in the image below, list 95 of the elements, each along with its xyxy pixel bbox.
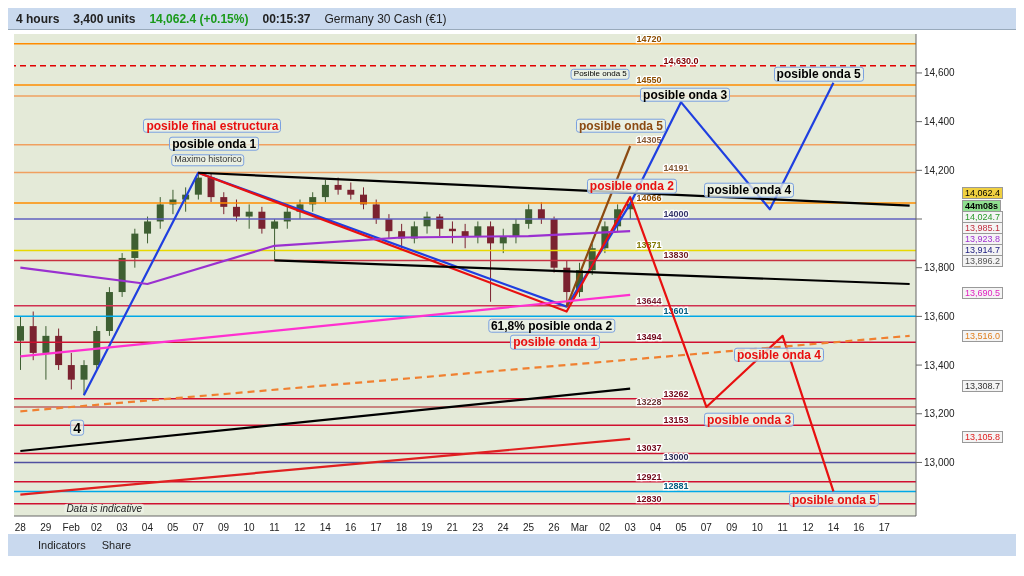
text: 00:15:37 — [262, 11, 311, 26]
text: 13,105.8 — [962, 430, 1004, 443]
ref-line-label: 13494 — [636, 332, 662, 343]
x-tick-label: 05 — [167, 522, 179, 534]
text: 3,400 units — [73, 11, 136, 26]
ref-line-label: 13262 — [663, 388, 689, 399]
ref-line-label: 13830 — [663, 250, 689, 261]
x-tick-label: 09 — [726, 522, 738, 534]
text: 13,516.0 — [962, 330, 1004, 343]
x-tick-label: Feb — [62, 522, 81, 534]
x-tick-label: 02 — [599, 522, 611, 534]
y-tick-label: 13,400 — [924, 359, 956, 371]
x-tick-label: 10 — [243, 522, 256, 534]
ref-line-label: 13644 — [636, 295, 662, 306]
y-tick-label: 14,600 — [924, 67, 956, 79]
x-tick-label: 09 — [218, 522, 230, 534]
ref-line-label: 14305 — [636, 134, 662, 145]
x-tick-label: 11 — [777, 522, 789, 534]
annotation: Posible onda 5 — [570, 69, 630, 80]
x-tick-label: 05 — [675, 522, 687, 534]
annotation: posible onda 5 — [788, 492, 879, 507]
ref-line-label: 14550 — [636, 75, 662, 86]
text: 13,896.2 — [962, 254, 1004, 267]
annotation: posible onda 1 — [169, 136, 260, 152]
text: Share — [101, 539, 132, 551]
x-tick-label: 17 — [370, 522, 383, 534]
x-tick-label: 17 — [878, 522, 891, 534]
ref-line-label: 14000 — [663, 209, 689, 220]
x-tick-label: 03 — [624, 522, 637, 534]
y-tick-label: 13,600 — [924, 310, 956, 322]
ref-line-label: 13153 — [663, 415, 689, 426]
text: 14,024.7 — [962, 210, 1004, 223]
x-tick-label: 24 — [497, 522, 510, 534]
x-tick-label: 23 — [472, 522, 484, 534]
x-tick-label: 12 — [294, 522, 306, 534]
annotation: Maximo historico — [171, 154, 245, 166]
annotation: posible onda 4 — [733, 347, 824, 362]
x-tick-label: 21 — [446, 522, 459, 534]
annotation: 4 — [70, 419, 85, 437]
x-tick-label: 18 — [395, 522, 408, 534]
x-tick-label: 07 — [192, 522, 205, 534]
ref-line-label: 14,630.0 — [663, 55, 699, 66]
text: 13,914.7 — [962, 243, 1004, 256]
x-tick-label: Mar — [570, 522, 589, 534]
x-tick-label: 26 — [548, 522, 560, 534]
ref-line-label: 13000 — [663, 452, 689, 463]
annotation: posible onda 3 — [640, 87, 731, 103]
annotation: posible onda 1 — [510, 335, 601, 350]
text: 13,923.8 — [962, 232, 1004, 245]
text: 14,062.4 — [962, 187, 1004, 200]
annotation: posible onda 5 — [773, 67, 864, 82]
ref-line-label: 12881 — [663, 481, 689, 492]
x-tick-label: 11 — [269, 522, 281, 534]
x-tick-label: 16 — [345, 522, 357, 534]
text: 4 hours — [16, 11, 60, 26]
ref-line-label: 14191 — [663, 162, 689, 173]
annotation: posible onda 3 — [704, 412, 795, 427]
text: 13,690.5 — [962, 286, 1004, 299]
x-tick-label: 03 — [116, 522, 128, 534]
annotation: posible onda 5 — [576, 118, 667, 133]
text: 13,985.1 — [962, 221, 1004, 234]
annotation: 61,8% posible onda 2 — [487, 318, 616, 333]
x-tick-label: 10 — [751, 522, 764, 534]
ref-line-label: 13228 — [636, 396, 662, 407]
text: 44m08s — [962, 199, 1002, 212]
annotation: posible final estructura — [143, 118, 282, 133]
ref-line-label: 13037 — [636, 443, 662, 454]
annotation: posible onda 2 — [586, 179, 677, 194]
x-tick-label: 12 — [802, 522, 815, 534]
annotation: Data is indicative — [64, 502, 144, 515]
x-tick-label: 19 — [421, 522, 433, 534]
y-tick-label: 13,200 — [924, 408, 956, 420]
ref-line-label: 12830 — [636, 493, 662, 504]
ref-line-label: 12921 — [636, 471, 662, 482]
y-tick-label: 14,400 — [924, 116, 956, 128]
text: Indicators — [38, 539, 86, 551]
annotation: posible onda 4 — [704, 182, 795, 198]
y-tick-label: 13,800 — [924, 262, 956, 274]
x-tick-label: 14 — [827, 522, 840, 534]
ref-line-label: 14720 — [636, 33, 662, 44]
x-tick-label: 16 — [853, 522, 865, 534]
x-tick-label: 25 — [522, 522, 535, 534]
x-tick-label: 07 — [700, 522, 713, 534]
text: 14,062.4 (+0.15%) — [149, 11, 249, 26]
ref-line-label: 14066 — [636, 192, 662, 203]
x-tick-label: 04 — [650, 522, 662, 534]
x-tick-label: 04 — [141, 522, 154, 534]
text: 13,308.7 — [962, 380, 1004, 393]
y-tick-label: 13,000 — [924, 456, 956, 468]
x-tick-label: 28 — [14, 522, 27, 534]
x-tick-label: 14 — [319, 522, 332, 534]
y-tick-label: 14,200 — [924, 164, 956, 176]
chart-title: Germany 30 Cash (€1) — [324, 11, 447, 26]
x-tick-label: 29 — [40, 522, 52, 534]
x-tick-label: 02 — [91, 522, 103, 534]
